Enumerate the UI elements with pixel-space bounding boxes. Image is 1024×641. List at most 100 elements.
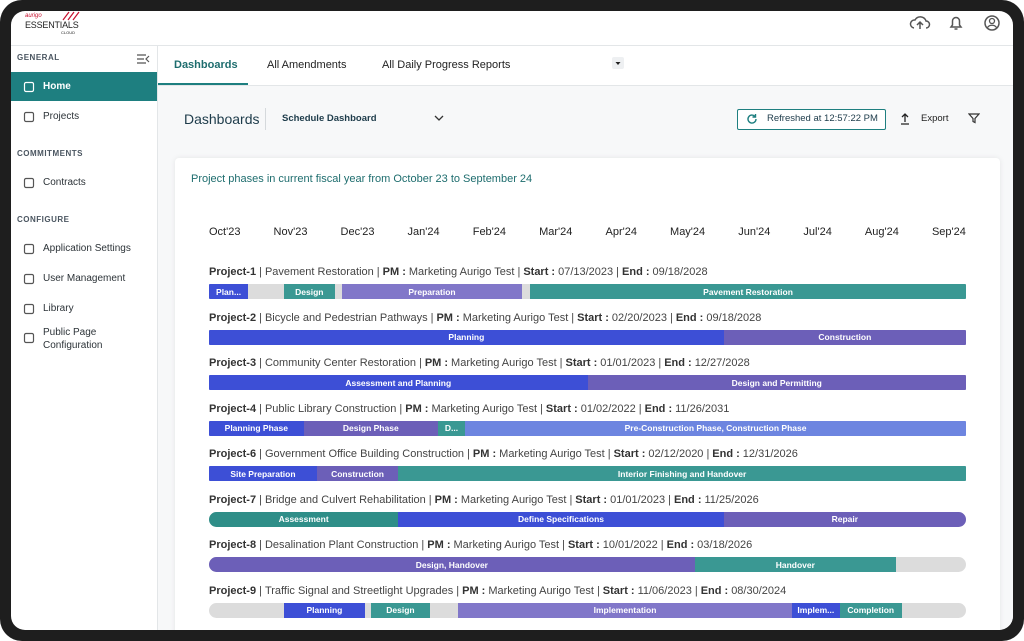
nav-item[interactable]: Public Page Configuration bbox=[43, 327, 103, 351]
phase-bar[interactable]: Assessment bbox=[209, 511, 399, 527]
pm-label: PM : bbox=[427, 539, 451, 551]
start-label: Start : bbox=[602, 584, 635, 597]
phase-label: Interior Finishing and Handover bbox=[617, 468, 747, 479]
pm-name: Marketing Aurigo Test bbox=[499, 448, 605, 460]
project-id: Project-2 bbox=[209, 311, 257, 324]
pm-label: PM : bbox=[436, 311, 460, 324]
tab[interactable]: Dashboards bbox=[174, 59, 238, 71]
tab-underline bbox=[158, 83, 248, 85]
export-icon[interactable] bbox=[899, 112, 911, 126]
phase-label: Construction bbox=[331, 468, 384, 479]
section-heading: GENERAL bbox=[17, 53, 60, 62]
phase-bar[interactable]: D... bbox=[437, 420, 466, 436]
nav-icon[interactable] bbox=[23, 177, 35, 189]
nav-item[interactable]: Projects bbox=[43, 111, 80, 122]
tabs-dropdown[interactable] bbox=[612, 57, 624, 69]
pm-label: PM : bbox=[472, 448, 497, 460]
refresh-icon[interactable] bbox=[745, 112, 759, 126]
month-label: Aug'24 bbox=[864, 226, 899, 238]
bar-track: Planning Phase Design Phase D... Pre-Constr… bbox=[209, 420, 966, 436]
end-date: 03/18/2026 bbox=[697, 539, 753, 551]
phase-label: Assessment bbox=[278, 514, 329, 524]
separator: | bbox=[430, 311, 434, 324]
separator: | bbox=[259, 584, 262, 597]
phase-bar[interactable]: Planning Phase bbox=[209, 420, 304, 436]
export-button[interactable]: Export bbox=[921, 113, 949, 124]
project-name: Bicycle and Pedestrian Pathways bbox=[264, 311, 428, 324]
dashboard-select[interactable]: Schedule Dashboard bbox=[282, 113, 377, 124]
phase-bar[interactable]: Construction bbox=[723, 329, 966, 345]
phase-bar[interactable]: Define Specifications bbox=[398, 511, 724, 527]
nav-icon[interactable] bbox=[23, 273, 35, 285]
nav-active-bg bbox=[11, 72, 157, 101]
phase-bar[interactable]: Assessment and Planning bbox=[209, 375, 588, 390]
phase-label: Completion bbox=[847, 605, 895, 615]
phase-bar[interactable]: Site Preparation bbox=[209, 466, 317, 481]
profile-icon[interactable] bbox=[983, 14, 1001, 32]
phase-bar[interactable]: Design and Permitting bbox=[587, 375, 966, 390]
phase-bar[interactable]: Implementation bbox=[458, 602, 792, 618]
separator: | bbox=[668, 493, 671, 506]
nav-item[interactable]: Home bbox=[43, 81, 71, 92]
phase-bar[interactable]: Implem... bbox=[791, 602, 840, 618]
phase-bar[interactable]: Design, Handover bbox=[209, 557, 695, 572]
select-chevron[interactable] bbox=[433, 113, 445, 123]
month-label: Jun'24 bbox=[738, 226, 771, 238]
nav-icon[interactable] bbox=[23, 243, 35, 255]
start-date: 01/02/2022 bbox=[580, 402, 636, 415]
pm-name: Marketing Aurigo Test bbox=[462, 311, 569, 324]
refresh-label[interactable]: Refreshed at 12:57:22 PM bbox=[767, 113, 878, 124]
bar-track: Assessment and Planning Design and Permit… bbox=[209, 375, 966, 390]
phase-bar[interactable]: Completion bbox=[839, 602, 902, 618]
phase-label: Implementation bbox=[593, 605, 657, 615]
start-date: 10/01/2022 bbox=[602, 539, 658, 551]
phase-label: Implem... bbox=[797, 605, 835, 615]
phase-label: Design bbox=[386, 605, 415, 615]
collapse-icon[interactable] bbox=[136, 53, 150, 65]
separator: | bbox=[467, 448, 470, 460]
phase-bar[interactable]: Design Phase bbox=[303, 420, 438, 436]
phase-bar[interactable]: Handover bbox=[694, 557, 896, 572]
nav-icon[interactable] bbox=[23, 111, 35, 123]
phase-bar[interactable]: Design bbox=[284, 284, 335, 299]
phase-bar[interactable]: Preparation bbox=[342, 284, 522, 299]
phase-bar[interactable]: Interior Finishing and Handover bbox=[398, 466, 966, 481]
phase-bar[interactable]: Planning bbox=[209, 329, 724, 345]
phase-bar[interactable]: Construction bbox=[316, 466, 399, 481]
filter-icon[interactable] bbox=[968, 112, 980, 124]
app-window: aurigo ESSENTIALS CLOUD Dashboards Sched… bbox=[11, 11, 1013, 630]
separator: | bbox=[638, 402, 642, 415]
phase-bar[interactable]: Planning bbox=[284, 602, 365, 618]
refresh-button[interactable] bbox=[737, 109, 886, 130]
separator: | bbox=[259, 402, 262, 415]
separator: | bbox=[569, 493, 573, 506]
tabs-divider bbox=[158, 85, 1013, 86]
project-line: Project-6 | Government Office Building Con… bbox=[209, 448, 801, 460]
upload-icon[interactable] bbox=[909, 14, 931, 32]
project-id: Project-4 bbox=[209, 402, 257, 415]
card-title: Project phases in current fiscal year fr… bbox=[191, 173, 533, 185]
pm-name: Marketing Aurigo Test bbox=[460, 493, 567, 506]
phase-bar[interactable]: Pre-Construction Phase, Construction Pha… bbox=[465, 420, 966, 436]
nav-item[interactable]: Library bbox=[43, 303, 74, 314]
phase-bar[interactable]: Plan... bbox=[209, 284, 249, 299]
tab[interactable]: All Amendments bbox=[267, 59, 347, 71]
pm-label: PM : bbox=[434, 493, 458, 506]
nav-item[interactable]: User Management bbox=[43, 273, 126, 284]
nav-icon[interactable] bbox=[23, 332, 35, 344]
start-label: Start : bbox=[575, 493, 608, 506]
phase-label: Preparation bbox=[408, 286, 456, 297]
phase-bar[interactable]: Design bbox=[371, 602, 430, 618]
project-line: Project-2 | Bicycle and Pedestrian Pathway… bbox=[209, 312, 764, 324]
logo-brand: aurigo bbox=[25, 13, 42, 19]
month-label: Feb'24 bbox=[472, 226, 507, 238]
tab[interactable]: All Daily Progress Reports bbox=[382, 59, 511, 71]
nav-item[interactable]: Application Settings bbox=[43, 243, 131, 254]
phase-bar[interactable]: Repair bbox=[723, 511, 966, 527]
phase-bar[interactable]: Pavement Restoration bbox=[530, 284, 966, 299]
nav-icon[interactable] bbox=[23, 81, 35, 93]
notifications-icon[interactable] bbox=[948, 14, 964, 32]
nav-icon[interactable] bbox=[23, 303, 35, 315]
nav-item[interactable]: Contracts bbox=[43, 177, 86, 188]
